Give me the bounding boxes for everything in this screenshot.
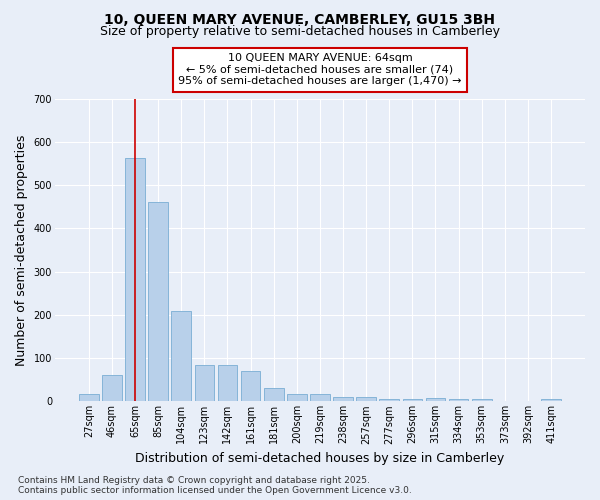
Text: 10 QUEEN MARY AVENUE: 64sqm
← 5% of semi-detached houses are smaller (74)
95% of: 10 QUEEN MARY AVENUE: 64sqm ← 5% of semi… <box>178 54 461 86</box>
Bar <box>125 158 145 402</box>
Text: Contains HM Land Registry data © Crown copyright and database right 2025.
Contai: Contains HM Land Registry data © Crown c… <box>18 476 412 495</box>
Bar <box>472 399 491 402</box>
Bar <box>172 310 191 402</box>
Bar <box>102 374 122 402</box>
Bar <box>194 365 214 402</box>
Bar <box>518 400 538 402</box>
Bar <box>403 399 422 402</box>
Bar <box>241 371 260 402</box>
X-axis label: Distribution of semi-detached houses by size in Camberley: Distribution of semi-detached houses by … <box>135 452 505 465</box>
Bar <box>449 399 469 402</box>
Bar <box>495 400 515 402</box>
Bar <box>425 398 445 402</box>
Bar <box>148 202 168 402</box>
Bar <box>541 399 561 402</box>
Y-axis label: Number of semi-detached properties: Number of semi-detached properties <box>15 134 28 366</box>
Bar <box>218 365 237 402</box>
Text: 10, QUEEN MARY AVENUE, CAMBERLEY, GU15 3BH: 10, QUEEN MARY AVENUE, CAMBERLEY, GU15 3… <box>104 12 496 26</box>
Bar <box>310 394 330 402</box>
Bar <box>79 394 98 402</box>
Bar <box>379 399 399 402</box>
Bar <box>287 394 307 402</box>
Bar <box>264 388 284 402</box>
Bar <box>356 397 376 402</box>
Text: Size of property relative to semi-detached houses in Camberley: Size of property relative to semi-detach… <box>100 25 500 38</box>
Bar <box>333 397 353 402</box>
